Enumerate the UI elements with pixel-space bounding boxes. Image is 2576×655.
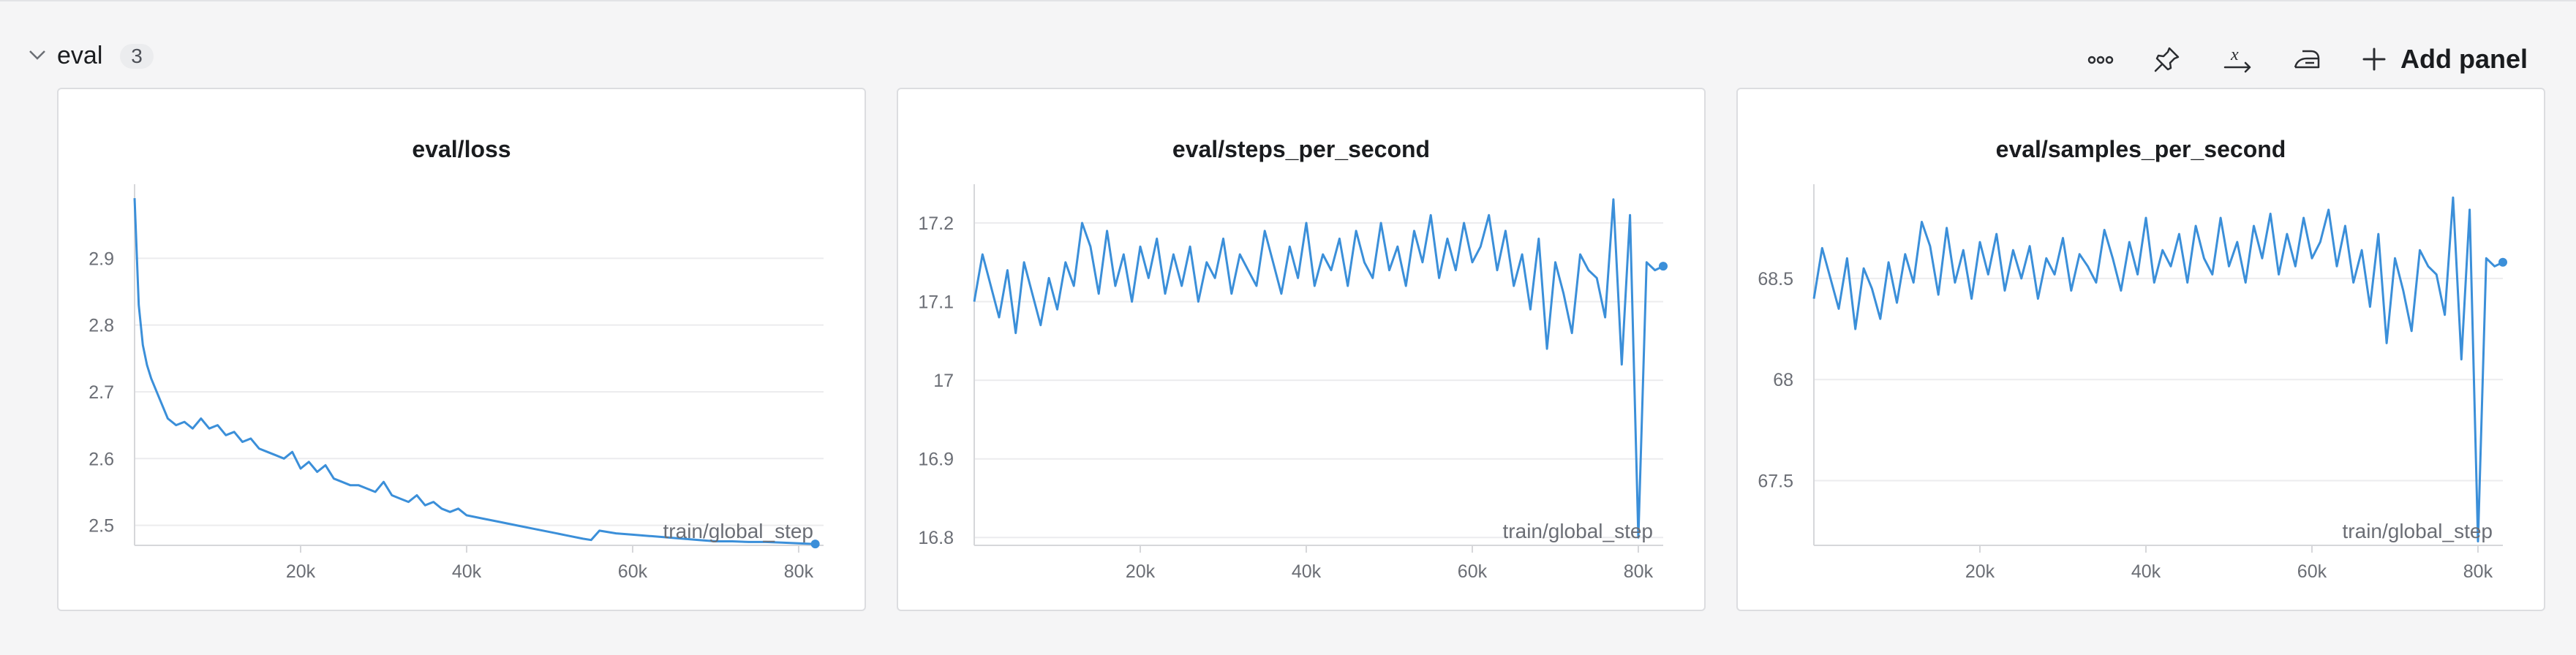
x-axis-expression-button[interactable]: x [2221,42,2256,77]
y-tick-label: 17.1 [918,292,954,313]
y-tick-label: 68 [1773,370,1793,390]
series-line[interactable] [133,198,816,545]
y-tick-label: 67.5 [1758,471,1793,491]
x-tick-label: 40k [2131,561,2161,582]
x-tick-label: 80k [784,561,814,582]
smoothing-button[interactable] [2289,42,2324,77]
panel-count-badge: 3 [120,44,154,69]
chart-title: eval/samples_per_second [1995,136,2286,162]
y-tick-label: 2.9 [88,249,114,269]
plus-icon [2362,48,2386,71]
y-tick-label: 16.9 [918,450,954,470]
chart-panel-eval-steps-per-second[interactable]: eval/steps_per_second 16.8 16.9 17 17.1 17.2… [897,88,1706,611]
x-axis-name: train/global_step [1503,520,1653,542]
chart-title: eval/steps_per_second [1172,136,1431,162]
pin-icon [2154,47,2180,72]
last-point-marker[interactable] [2498,257,2507,267]
x-tick-label: 40k [452,561,482,582]
chart-panel-eval-samples-per-second[interactable]: eval/samples_per_second 67.5 68 68.5 20k 40k… [1736,88,2545,611]
y-tick-label: 2.8 [88,316,114,336]
y-tick-label: 17 [933,371,954,391]
x-tick-label: 40k [1292,561,1322,582]
x-tick-label: 80k [2463,561,2493,582]
y-tick-label: 68.5 [1758,269,1793,289]
panel-section-header: eval 3 x Add panel [0,15,2576,80]
y-tick-label: 2.7 [88,382,114,403]
y-tick-label: 16.8 [918,528,954,548]
last-point-marker[interactable] [810,539,820,549]
add-panel-button[interactable]: Add panel [2361,41,2528,77]
add-panel-label: Add panel [2400,44,2528,74]
x-axis-name: train/global_step [2343,520,2493,542]
top-divider [0,0,2576,1]
x-tick-label: 20k [286,561,316,582]
collapse-section-button[interactable] [25,42,50,67]
more-options-button[interactable] [2083,42,2118,77]
iron-icon [2294,50,2320,69]
x-axis-name: train/global_step [663,520,813,542]
last-point-marker[interactable] [1659,262,1668,271]
y-tick-label: 2.6 [88,449,114,469]
x-variable-icon: x [2223,45,2251,73]
x-tick-label: 60k [1458,561,1488,582]
series-line[interactable] [973,198,1664,539]
svg-text:x: x [2230,45,2239,64]
pin-panels-button[interactable] [2149,42,2184,77]
series-line[interactable] [1812,196,2504,542]
x-tick-label: 80k [1624,561,1654,582]
x-tick-label: 60k [618,561,648,582]
line-chart-eval-steps-per-second[interactable]: 16.8 16.9 17 17.1 17.2 20k 40k 60k 80k train/glob… [898,89,1704,610]
y-tick-label: 2.5 [88,516,114,537]
line-chart-eval-samples-per-second[interactable]: 67.5 68 68.5 20k 40k 60k 80k train/global_step [1738,89,2544,610]
chevron-down-icon [29,50,45,60]
x-tick-label: 60k [2297,561,2327,582]
line-chart-eval-loss[interactable]: 2.5 2.6 2.7 2.8 2.9 20k 40k 60k 80k train/global_… [59,89,865,610]
more-horizontal-icon [2087,56,2114,64]
x-tick-label: 20k [1965,561,1995,582]
y-tick-label: 17.2 [918,213,954,234]
chart-panel-eval-loss[interactable]: eval/loss 2.5 2.6 2.7 2.8 2.9 20k 40k 60k 80k tra… [57,88,866,611]
x-tick-label: 20k [1126,561,1156,582]
section-title[interactable]: eval [57,42,103,69]
chart-title: eval/loss [412,136,511,162]
